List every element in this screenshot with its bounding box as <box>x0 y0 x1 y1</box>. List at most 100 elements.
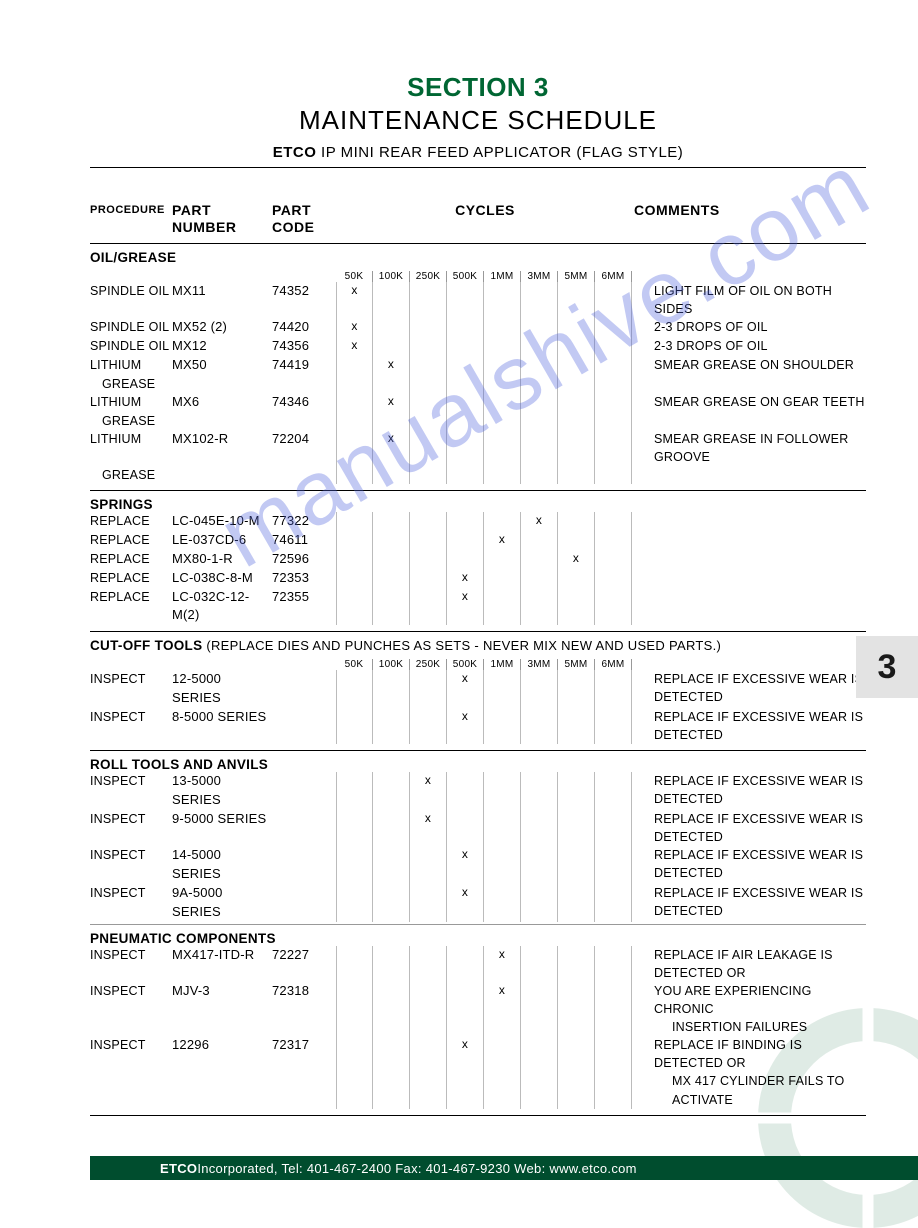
group-separator <box>90 1115 866 1116</box>
cell-comment: REPLACE IF AIR LEAKAGE IS DETECTED OR <box>632 946 866 982</box>
cell-cycle <box>595 430 632 466</box>
cell-cycle <box>521 670 558 708</box>
cell-cycle <box>521 569 558 588</box>
section-number: SECTION 3 <box>90 72 866 103</box>
cell-cycle <box>373 466 410 484</box>
cycle-label: 500K <box>447 271 484 282</box>
cell-part-code: 72353 <box>272 569 336 588</box>
cell-cycle <box>484 412 521 430</box>
cell-comment: LIGHT FILM OF OIL ON BOTH SIDES <box>632 282 866 318</box>
cell-procedure <box>90 1018 172 1036</box>
cell-cycle <box>410 531 447 550</box>
cell-cycle <box>447 375 484 393</box>
table-row: LITHIUMMX102-R72204xSMEAR GREASE IN FOLL… <box>90 430 866 466</box>
cell-part-code <box>272 772 336 810</box>
cell-procedure: INSPECT <box>90 670 172 708</box>
maintenance-table: PROCEDURE PART NUMBER PART CODE CYCLES C… <box>90 202 866 1116</box>
page-content: SECTION 3 MAINTENANCE SCHEDULE ETCO IP M… <box>0 0 918 1116</box>
cell-comment: REPLACE IF EXCESSIVE WEAR IS DETECTED <box>632 708 866 744</box>
cell-cycle <box>484 393 521 412</box>
cell-cycle <box>410 946 447 982</box>
cell-part-code <box>272 708 336 744</box>
cell-part-number: 9A-5000 SERIES <box>172 884 272 922</box>
cell-cycle <box>373 810 410 846</box>
cell-cycle: x <box>447 884 484 922</box>
cell-cycle <box>521 466 558 484</box>
cell-part-code: 72596 <box>272 550 336 569</box>
header-part-number: PART NUMBER <box>172 202 272 235</box>
cell-cycle <box>373 670 410 708</box>
cell-cycle <box>484 569 521 588</box>
cell-part-code: 74346 <box>272 393 336 412</box>
cell-cycle <box>484 337 521 356</box>
cell-cycle <box>336 412 373 430</box>
cell-cycle <box>336 884 373 922</box>
cell-part-number: MX80-1-R <box>172 550 272 569</box>
cycle-label: 3MM <box>521 271 558 282</box>
cell-cycle <box>373 588 410 626</box>
cell-comment <box>632 588 866 626</box>
cell-comment: REPLACE IF EXCESSIVE WEAR IS DETECTED <box>632 772 866 810</box>
cell-comment: REPLACE IF BINDING IS DETECTED OR <box>632 1036 866 1072</box>
cell-cycle <box>558 810 595 846</box>
cell-part-code: 74419 <box>272 356 336 375</box>
cycle-label: 50K <box>336 659 373 670</box>
cell-cycle <box>521 1072 558 1108</box>
table-row: INSPECT14-5000 SERIESxREPLACE IF EXCESSI… <box>90 846 866 884</box>
cell-cycle <box>447 318 484 337</box>
cell-cycle <box>410 356 447 375</box>
cell-part-code: 72227 <box>272 946 336 982</box>
cell-cycle <box>484 550 521 569</box>
cell-cycle <box>447 337 484 356</box>
cell-procedure: REPLACE <box>90 512 172 531</box>
table-row: SPINDLE OILMX1274356x2-3 DROPS OF OIL <box>90 337 866 356</box>
table-row: INSPECT12-5000 SERIESxREPLACE IF EXCESSI… <box>90 670 866 708</box>
cell-cycle <box>447 982 484 1018</box>
cell-comment <box>632 512 866 531</box>
cell-cycle <box>336 531 373 550</box>
header-cycles: CYCLES <box>336 202 634 235</box>
cell-cycle <box>373 708 410 744</box>
cell-cycle <box>373 1072 410 1108</box>
cell-cycle <box>558 282 595 318</box>
cell-part-number: MX52 (2) <box>172 318 272 337</box>
cell-part-number: LC-032C-12-M(2) <box>172 588 272 626</box>
cell-cycle <box>336 569 373 588</box>
cell-cycle <box>558 708 595 744</box>
cycle-label: 250K <box>410 271 447 282</box>
cell-part-number: MX6 <box>172 393 272 412</box>
cell-cycle <box>521 550 558 569</box>
cell-cycle: x <box>447 569 484 588</box>
cell-cycle <box>484 318 521 337</box>
cell-cycle <box>595 1018 632 1036</box>
cell-part-number: 8-5000 SERIES <box>172 708 272 744</box>
cell-cycle: x <box>484 982 521 1018</box>
cell-part-number: LC-038C-8-M <box>172 569 272 588</box>
group-separator <box>90 490 866 491</box>
cell-cycle <box>447 531 484 550</box>
cell-cycle <box>595 946 632 982</box>
cell-part-code <box>272 466 336 484</box>
cell-comment <box>632 531 866 550</box>
group-title-text: OIL/GREASE <box>90 250 176 265</box>
cell-cycle <box>373 1018 410 1036</box>
header-part-code: PART CODE <box>272 202 336 235</box>
cell-cycle: x <box>336 318 373 337</box>
cell-cycle <box>595 466 632 484</box>
cell-comment: REPLACE IF EXCESSIVE WEAR IS DETECTED <box>632 810 866 846</box>
cell-cycle <box>521 318 558 337</box>
cell-procedure: SPINDLE OIL <box>90 318 172 337</box>
cycle-label: 500K <box>447 659 484 670</box>
cell-cycle <box>447 412 484 430</box>
cell-part-code: 74352 <box>272 282 336 318</box>
header-part-number-l1: PART <box>172 202 272 218</box>
cell-cycle <box>410 375 447 393</box>
cell-cycle <box>410 1072 447 1108</box>
cell-cycle <box>336 1036 373 1072</box>
cell-cycle <box>447 430 484 466</box>
cell-cycle <box>595 282 632 318</box>
cell-cycle <box>410 512 447 531</box>
cell-cycle <box>336 375 373 393</box>
cell-cycle <box>410 430 447 466</box>
cell-cycle <box>373 772 410 810</box>
